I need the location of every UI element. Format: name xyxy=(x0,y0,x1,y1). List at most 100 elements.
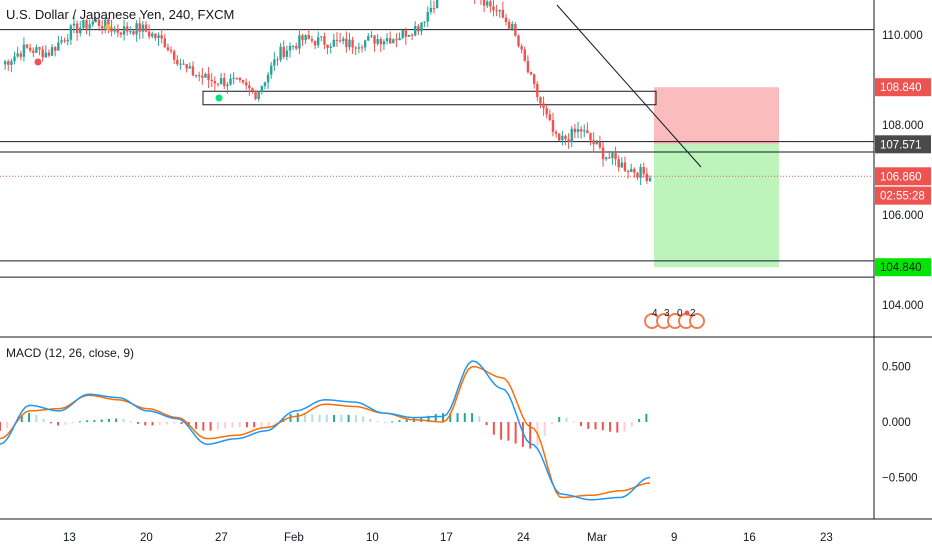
candle-body xyxy=(28,47,32,51)
candle xyxy=(166,43,170,52)
candle xyxy=(35,44,38,54)
candle-body xyxy=(198,75,201,77)
candle-body xyxy=(617,159,620,168)
candle xyxy=(385,33,389,45)
candle-body xyxy=(536,83,539,98)
candle xyxy=(251,87,254,94)
axis-price-label-entry: 107.571 xyxy=(875,135,931,154)
candle-body xyxy=(523,49,526,61)
candle-body xyxy=(648,177,652,182)
candle xyxy=(589,132,592,146)
candle-body xyxy=(611,153,614,158)
histogram-bar xyxy=(115,418,118,422)
histogram-bar xyxy=(158,422,161,425)
candle-body xyxy=(97,19,101,27)
candle xyxy=(257,90,260,102)
candle xyxy=(273,52,276,71)
candle-body xyxy=(573,128,577,133)
candle-body xyxy=(570,128,573,142)
candle xyxy=(229,73,232,86)
histogram-bar xyxy=(369,418,372,422)
candle-body xyxy=(329,46,332,48)
candle-body xyxy=(395,39,398,41)
candle-body xyxy=(141,24,145,32)
candle xyxy=(163,34,166,48)
histogram-bar xyxy=(231,422,234,428)
candle-body xyxy=(144,24,148,32)
histogram-bar xyxy=(136,422,139,424)
candle xyxy=(207,67,210,89)
histogram-bar xyxy=(107,418,110,422)
candle-body xyxy=(122,26,126,35)
event-dot xyxy=(684,310,690,316)
candle xyxy=(523,46,526,62)
candle-body xyxy=(266,74,270,83)
candle xyxy=(586,122,589,134)
candle-body xyxy=(163,38,166,48)
histogram-bar xyxy=(456,413,459,422)
histogram-bar xyxy=(209,422,212,431)
macd-tick-label: 0.000 xyxy=(882,417,911,429)
candle xyxy=(141,20,145,39)
candle-body xyxy=(645,173,649,182)
candle-body xyxy=(520,46,523,50)
candle xyxy=(417,24,420,36)
histogram-bar xyxy=(638,418,641,422)
candle xyxy=(235,77,238,80)
candle xyxy=(16,46,19,58)
event-label: 3 xyxy=(664,308,670,319)
axis-label-bg xyxy=(875,167,931,186)
candle xyxy=(435,0,439,9)
candle xyxy=(147,24,151,40)
time-tick-label: Mar xyxy=(587,532,607,544)
candle xyxy=(329,43,332,54)
candle-body xyxy=(298,35,301,49)
candle-body xyxy=(498,9,501,12)
candle-body xyxy=(75,23,79,34)
candle-body xyxy=(382,41,386,45)
candle xyxy=(201,67,204,85)
candle xyxy=(126,22,129,36)
candle xyxy=(432,0,436,14)
candle-body xyxy=(216,83,220,85)
candle xyxy=(22,37,26,62)
candle xyxy=(279,42,282,62)
histogram-bar xyxy=(391,421,394,423)
candle xyxy=(598,135,602,150)
candle-body xyxy=(398,37,401,41)
candle xyxy=(154,33,157,41)
histogram-bar xyxy=(558,417,561,422)
histogram-bar xyxy=(71,422,74,424)
trend-line xyxy=(556,4,702,168)
candle xyxy=(401,29,404,40)
candle xyxy=(608,150,611,160)
candle xyxy=(113,26,116,35)
candle xyxy=(204,72,207,78)
candle xyxy=(244,78,248,90)
event-label: 2 xyxy=(690,308,696,319)
candle-body xyxy=(235,77,238,79)
candle-body xyxy=(417,26,420,32)
candle-body xyxy=(310,38,314,41)
candle xyxy=(648,175,652,183)
candle-body xyxy=(282,46,285,57)
axis-label-bg xyxy=(875,135,931,154)
candle xyxy=(420,21,423,36)
candle-body xyxy=(201,75,204,78)
candle-body xyxy=(332,39,336,47)
candle-body xyxy=(219,77,223,85)
macd-tick-label: 0.500 xyxy=(882,362,911,374)
candle-body xyxy=(3,61,7,65)
candle xyxy=(169,46,173,54)
candle-body xyxy=(82,20,85,28)
candle-body xyxy=(348,39,351,48)
candle-body xyxy=(586,130,589,134)
candle-body xyxy=(507,21,511,29)
candle-body xyxy=(251,88,254,91)
candle xyxy=(94,17,98,23)
axis-label-bg xyxy=(875,186,931,205)
candle-body xyxy=(66,39,69,42)
histogram-bar xyxy=(78,421,81,423)
axis-label-text: 02:55:28 xyxy=(880,191,925,203)
